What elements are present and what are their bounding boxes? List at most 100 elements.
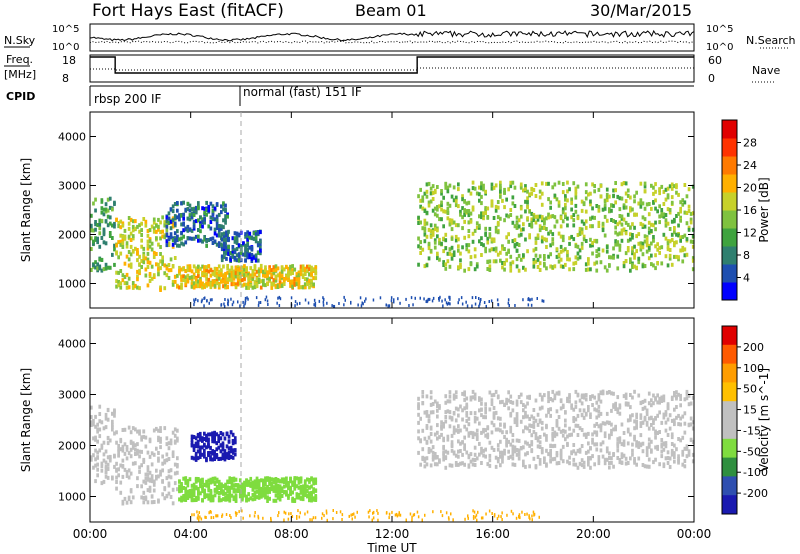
echo-cell [474, 515, 477, 519]
echo-cell [113, 202, 116, 206]
echo-cell [142, 260, 146, 265]
echo-cell [228, 494, 232, 499]
echo-cell [253, 482, 257, 486]
echo-cell [484, 208, 487, 213]
echo-cell [191, 513, 193, 517]
echo-cell [167, 216, 171, 221]
echo-cell [448, 203, 452, 208]
echo-cell [117, 443, 120, 448]
echo-cell [353, 512, 355, 516]
echo-cell [194, 284, 198, 289]
echo-cell [234, 265, 238, 270]
echo-cell [234, 488, 238, 493]
echo-cell [127, 221, 131, 226]
echo-cell [256, 230, 260, 234]
echo-cell [463, 406, 466, 411]
echo-cell [547, 399, 550, 404]
echo-cell [226, 277, 229, 282]
echo-cell [155, 229, 158, 234]
echo-cell [288, 512, 290, 516]
echo-cell [517, 243, 521, 247]
freq-tick-high: 18 [62, 54, 76, 67]
echo-cell [446, 434, 450, 439]
echo-cell [643, 217, 647, 222]
echo-cell [547, 407, 550, 412]
echo-cell [90, 247, 93, 251]
echo-cell [167, 276, 171, 280]
echo-cell [413, 513, 416, 517]
echo-cell [299, 285, 303, 290]
colorbar-swatch [722, 120, 737, 139]
echo-cell [624, 461, 628, 466]
echo-cell [658, 191, 661, 196]
echo-cell [207, 277, 211, 282]
echo-cell [291, 515, 294, 518]
echo-cell [582, 415, 586, 420]
echo-cell [223, 302, 225, 306]
echo-cell [180, 482, 183, 486]
echo-cell [249, 496, 253, 501]
echo-cell [235, 241, 239, 245]
echo-cell [209, 498, 213, 503]
echo-cell [226, 497, 229, 502]
echo-cell [333, 304, 335, 308]
echo-cell [123, 281, 127, 286]
echo-cell [673, 219, 676, 224]
echo-cell [488, 300, 490, 303]
echo-cell [417, 420, 420, 425]
echo-cell [115, 270, 118, 275]
echo-cell [629, 237, 632, 242]
echo-cell [668, 248, 672, 252]
echo-cell [182, 278, 185, 282]
echo-cell [314, 495, 318, 500]
echo-cell [643, 239, 647, 244]
echo-cell [140, 449, 143, 454]
echo-cell [217, 479, 221, 484]
echo-cell [176, 208, 179, 213]
echo-cell [463, 212, 466, 217]
echo-cell [291, 498, 294, 503]
echo-cell [167, 211, 171, 216]
echo-cell [553, 182, 557, 187]
echo-cell [310, 265, 313, 270]
echo-cell [256, 243, 260, 248]
echo-cell [463, 208, 466, 213]
echo-cell [459, 262, 462, 267]
echo-cell [614, 239, 617, 244]
echo-cell [169, 468, 173, 473]
echo-cell [251, 277, 255, 282]
colorbar-swatch [722, 210, 737, 229]
echo-cell [576, 216, 580, 221]
echo-cell [150, 451, 154, 456]
echo-cell [417, 215, 420, 220]
echo-cell [446, 201, 450, 206]
echo-cell [245, 285, 248, 290]
echo-cell [484, 428, 487, 433]
colorbar-tick-label: 28 [743, 137, 757, 150]
echo-cell [545, 437, 548, 442]
echo-cell [557, 426, 561, 431]
echo-cell [157, 266, 160, 271]
echo-cell [278, 487, 282, 492]
x-tick-label: 08:00 [274, 527, 309, 541]
echo-cell [227, 251, 230, 256]
echo-cell [605, 195, 609, 200]
echo-cell [486, 259, 490, 264]
echo-cell [287, 493, 290, 498]
echo-cell [171, 282, 175, 287]
echo-cell [482, 187, 485, 192]
echo-cell [421, 457, 425, 462]
echo-cell [536, 444, 540, 449]
echo-cell [578, 229, 582, 234]
echo-cell [568, 461, 571, 466]
echo-cell [538, 461, 542, 466]
echo-cell [530, 211, 534, 216]
echo-cell [94, 237, 97, 242]
echo-cell [272, 488, 276, 493]
echo-cell [622, 261, 626, 265]
echo-cell [631, 395, 634, 400]
echo-cell [675, 214, 678, 218]
echo-cell [540, 202, 544, 207]
echo-cell [515, 452, 519, 457]
echo-cell [543, 221, 546, 226]
